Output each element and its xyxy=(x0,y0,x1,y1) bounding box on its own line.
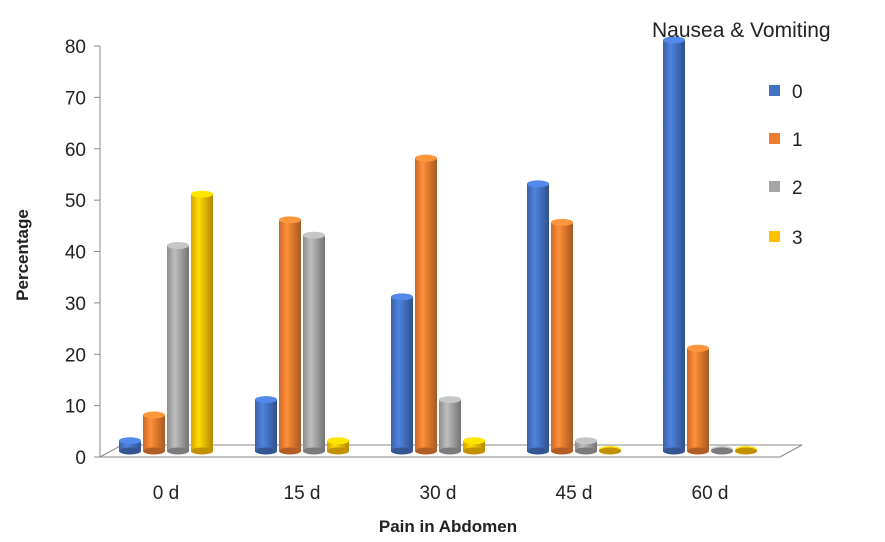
legend-swatch-1 xyxy=(769,133,780,144)
legend-swatch-0 xyxy=(769,85,780,96)
x-tick-label: 30 d xyxy=(420,483,457,504)
legend-label-3: 3 xyxy=(792,228,803,249)
bar-0-60d xyxy=(663,36,685,455)
bar-3-15d xyxy=(327,437,349,455)
x-tick-label: 60 d xyxy=(692,483,729,504)
bar-2-60d xyxy=(711,446,733,455)
bar-2-0d xyxy=(167,242,189,455)
x-tick-label: 45 d xyxy=(556,483,593,504)
legend-label-1: 1 xyxy=(792,130,803,151)
bar-1-45d xyxy=(551,218,573,455)
y-tick-label: 40 xyxy=(65,243,86,264)
legend-label-2: 2 xyxy=(792,178,803,199)
bar-0-15d xyxy=(255,396,277,455)
y-tick-label: 60 xyxy=(65,140,86,161)
y-tick-label: 70 xyxy=(65,88,86,109)
y-tick-label: 30 xyxy=(65,294,86,315)
bar-0-0d xyxy=(119,437,141,455)
legend-swatch-2 xyxy=(769,181,780,192)
bar-2-15d xyxy=(303,231,325,455)
y-tick-label: 10 xyxy=(65,397,86,418)
x-axis: 0 d 15 d 30 d 45 d 60 d xyxy=(153,483,729,504)
bar-3-45d xyxy=(599,446,621,455)
bar-1-0d xyxy=(143,411,165,455)
bar-2-30d xyxy=(439,396,461,455)
y-axis: 0 10 20 30 40 50 60 70 80 xyxy=(65,37,100,469)
bar-1-30d xyxy=(415,154,437,455)
legend-title: Nausea & Vomiting xyxy=(652,19,831,42)
y-tick-label: 50 xyxy=(65,191,86,212)
legend: 0 1 2 3 xyxy=(769,82,803,249)
legend-swatch-3 xyxy=(769,231,780,242)
bar-0-30d xyxy=(391,293,413,455)
y-tick-label: 80 xyxy=(65,37,86,58)
bar-1-15d xyxy=(279,216,301,455)
x-axis-title: Pain in Abdomen xyxy=(379,517,517,536)
y-tick-label: 20 xyxy=(65,345,86,366)
legend-label-0: 0 xyxy=(792,82,803,103)
bar-0-45d xyxy=(527,180,549,455)
x-tick-label: 0 d xyxy=(153,483,179,504)
bar-3-30d xyxy=(463,437,485,455)
bar-2-45d xyxy=(575,437,597,455)
x-tick-label: 15 d xyxy=(284,483,321,504)
y-axis-title: Percentage xyxy=(13,209,32,301)
bar-3-0d xyxy=(191,190,213,455)
y-tick-label: 0 xyxy=(75,448,86,469)
bar-3-60d xyxy=(735,446,757,455)
bar-1-60d xyxy=(687,344,709,455)
bars-group xyxy=(119,36,757,455)
